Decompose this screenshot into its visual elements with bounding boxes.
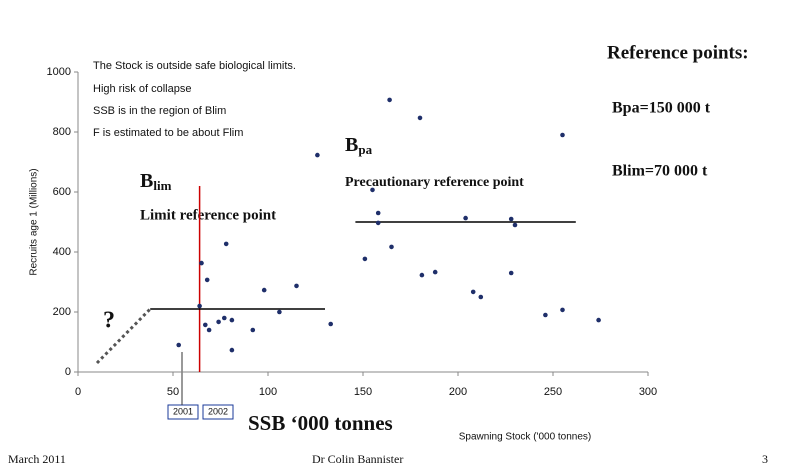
year-box [167,404,199,420]
x-tick-label: 0 [75,386,81,398]
blim-sub: lim [153,178,171,193]
point [362,256,368,262]
point [277,309,282,315]
bpa-symbol: Bpa [345,134,373,157]
point [508,216,514,222]
reference-bpa: Bpa=150 000 t [612,100,711,117]
point [417,115,423,121]
y-tick-label: 0 [65,366,71,378]
x-tick-label: 300 [639,386,657,398]
y-tick-label: 200 [53,306,71,318]
note-line: High risk of collapse [93,83,191,95]
year-label: 2002 [208,406,228,416]
y-tick-label: 1000 [47,66,71,78]
question-mark: ? [103,308,115,334]
point [222,315,227,321]
point [375,210,381,216]
bpa-base: B [345,134,358,156]
point [432,269,438,275]
year-label: 2001 [173,406,193,416]
x-tick-label: 100 [259,386,277,398]
point [389,244,394,250]
x-tick-label: 50 [167,386,179,398]
point [315,152,320,158]
point [176,342,181,348]
point [596,317,601,323]
note-line: F is estimated to be about Flim [93,127,243,139]
point [203,322,208,328]
year-box [202,404,234,420]
point [197,303,202,309]
point [478,294,484,300]
blim-symbol: Blim [140,170,172,193]
point [512,222,518,228]
x-tick-label: 250 [544,386,562,398]
footer-date: March 2011 [8,452,66,466]
x-tick-label: 150 [354,386,372,398]
point [560,132,565,138]
point [250,327,256,333]
point [204,277,210,283]
point [261,287,267,293]
point [206,327,212,333]
point [370,187,375,193]
y-tick-label: 400 [53,246,71,258]
point [199,260,204,266]
y-tick-label: 600 [53,186,71,198]
ssb-caption: SSB ‘000 tonnes [248,411,393,435]
point [560,307,565,313]
point [463,215,468,221]
footer-author: Dr Colin Bannister [312,452,403,466]
point [223,241,229,247]
y-tick-label: 800 [53,126,71,138]
point [375,220,381,226]
point [229,347,235,353]
y-axis-title: Recruits age 1 (Millions) [29,168,40,275]
blim-caption: Limit reference point [140,207,276,223]
point [470,289,476,295]
point [419,272,425,278]
reference-line [95,307,152,365]
point [216,319,221,325]
blim-base: B [140,170,153,192]
note-line: SSB is in the region of Blim [93,105,226,117]
point [508,270,514,276]
x-axis-title: Spawning Stock ('000 tonnes) [459,432,592,443]
point [229,317,235,323]
reference-heading: Reference points: [607,42,749,63]
x-tick-label: 200 [449,386,467,398]
point [294,283,299,289]
point [328,321,334,327]
point [387,97,392,103]
bpa-sub: pa [358,142,372,157]
footer-page: 3 [762,452,768,466]
note-line: The Stock is outside safe biological lim… [93,60,296,72]
point [543,312,548,318]
bpa-caption: Precautionary reference point [345,175,524,190]
reference-blim: Blim=70 000 t [612,163,708,180]
